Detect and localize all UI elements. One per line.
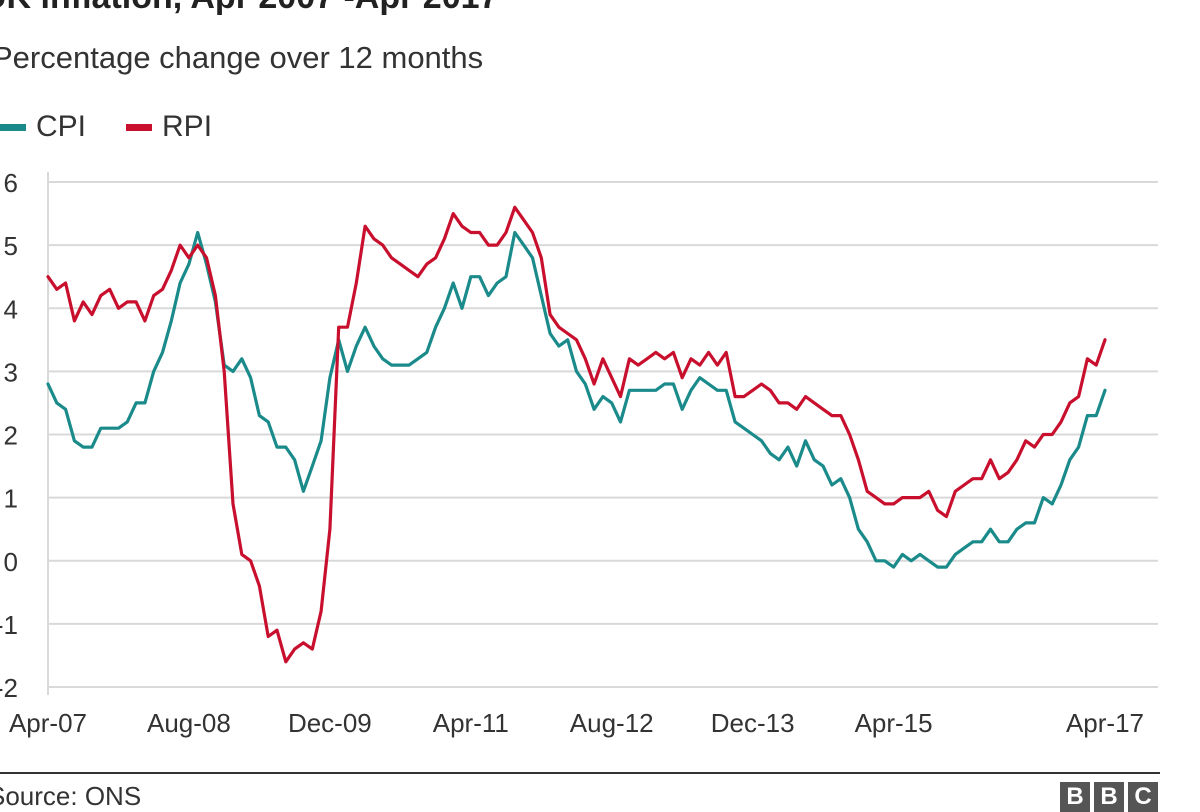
legend: CPI RPI [0,110,252,144]
x-tick-label: Dec-13 [711,708,795,738]
legend-label-cpi: CPI [36,110,87,143]
y-tick-label: -1 [0,610,18,640]
source-label: Source: ONS [0,781,142,811]
legend-item-rpi: RPI [126,110,212,144]
x-tick-label: Apr-17 [1066,708,1144,738]
series-line-rpi [46,205,1107,664]
legend-swatch-rpi [126,123,153,131]
x-tick-label: Dec-09 [288,708,372,738]
y-tick-label: -2 [0,673,18,703]
y-tick-label: 1 [4,484,18,514]
footer-divider [0,772,1160,774]
chart-title: UK inflation, Apr 2007 -Apr 2017 [0,0,498,17]
legend-item-cpi: CPI [0,110,86,144]
y-tick-label: 2 [4,421,18,451]
x-tick-label: Apr-07 [9,708,87,738]
x-tick-label: Apr-15 [855,708,933,738]
line-chart: 6 5 4 3 2 1 0 -1 -2 Apr-07 Aug-08 Dec-09 Apr-11 Aug-1… [0,168,1158,738]
legend-label-rpi: RPI [162,110,213,143]
y-tick-label: 3 [4,357,18,387]
x-tick-label: Apr-11 [433,708,509,738]
y-tick-label: 6 [4,168,18,198]
legend-swatch-cpi [0,123,26,131]
y-tick-label: 5 [4,231,18,261]
chart-subtitle: Percentage change over 12 months [0,40,484,75]
logo-letter-b2: B [1094,782,1124,812]
logo-letter-c: C [1128,782,1158,812]
y-tick-label: 4 [4,294,18,324]
y-tick-label: 0 [4,547,18,577]
x-tick-label: Aug-08 [147,708,231,738]
bbc-logo: B B C [1060,782,1162,812]
logo-letter-b1: B [1060,782,1090,812]
x-tick-label: Aug-12 [570,708,654,738]
